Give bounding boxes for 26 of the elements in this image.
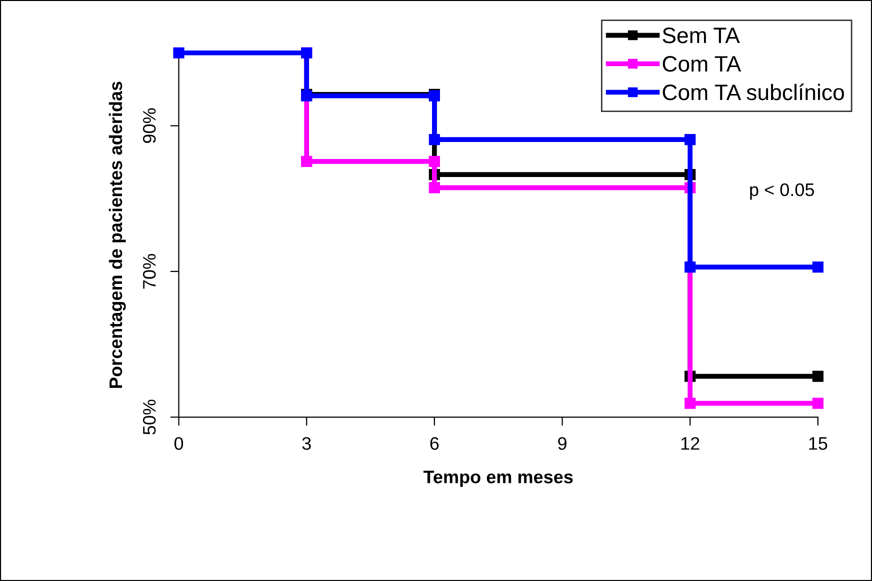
legend-label: Com TA subclínico bbox=[662, 84, 844, 100]
y-axis-title: Porcentagem de pacientes aderidas bbox=[108, 82, 126, 388]
x-axis-title: Tempo em meses bbox=[423, 470, 573, 487]
x-tick-label: 15 bbox=[809, 437, 828, 450]
point bbox=[428, 156, 440, 167]
annotation: p < 0.05 bbox=[750, 183, 814, 200]
point bbox=[428, 134, 440, 146]
legend-label: Sem TA bbox=[662, 28, 740, 44]
point bbox=[684, 262, 696, 273]
x-tick-label: 6 bbox=[430, 437, 439, 450]
x-tick-label: 3 bbox=[302, 437, 311, 450]
point bbox=[812, 370, 824, 382]
y-tick-label: 50% bbox=[142, 400, 156, 435]
point bbox=[428, 182, 440, 194]
x-tick-label: 12 bbox=[681, 437, 700, 450]
point bbox=[684, 398, 696, 409]
legend-label: Com TA bbox=[662, 56, 742, 72]
x-tick-label: 0 bbox=[174, 437, 184, 450]
point bbox=[812, 262, 824, 273]
point bbox=[684, 134, 696, 146]
y-tick-label: 70% bbox=[142, 254, 156, 289]
point bbox=[812, 398, 824, 409]
point bbox=[301, 156, 312, 167]
y-tick-label: 90% bbox=[142, 108, 156, 143]
x-tick-label: 9 bbox=[558, 437, 566, 450]
point bbox=[173, 47, 184, 58]
